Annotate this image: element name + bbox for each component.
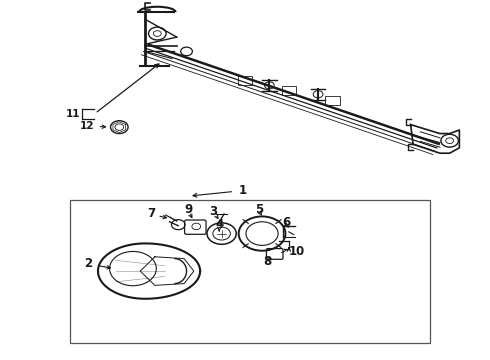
- Text: 8: 8: [263, 255, 271, 268]
- Text: 10: 10: [289, 245, 305, 258]
- Bar: [282, 86, 296, 95]
- Text: 4: 4: [215, 218, 223, 231]
- Bar: [238, 76, 252, 85]
- Text: 9: 9: [185, 203, 193, 216]
- Text: 2: 2: [84, 257, 92, 270]
- Bar: [325, 96, 340, 105]
- Text: 6: 6: [282, 216, 291, 229]
- Text: 11: 11: [66, 109, 81, 119]
- Text: 5: 5: [255, 203, 264, 216]
- Text: 3: 3: [209, 205, 218, 218]
- Text: 1: 1: [239, 184, 246, 197]
- Text: 12: 12: [79, 121, 94, 131]
- Text: 7: 7: [147, 207, 155, 220]
- Bar: [70, 200, 430, 342]
